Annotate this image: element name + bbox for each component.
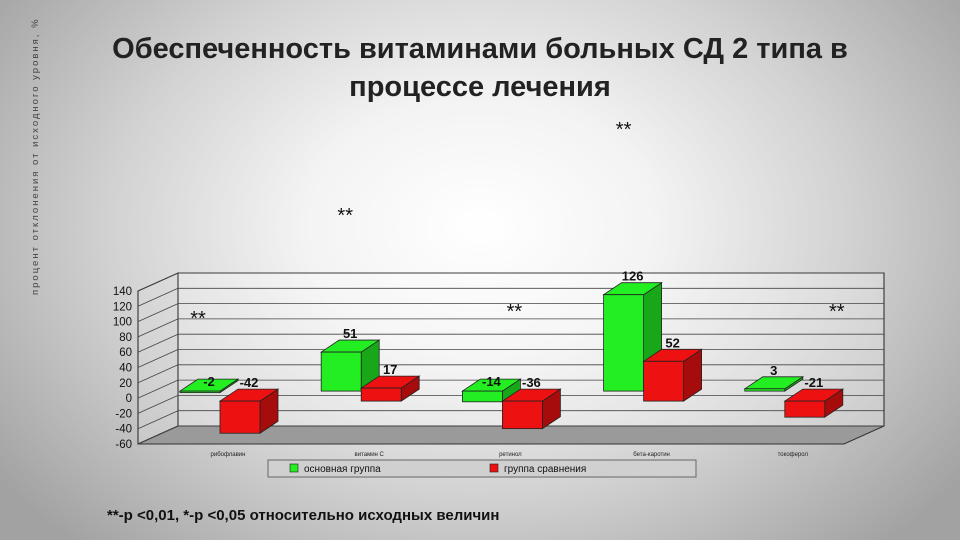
bar-front <box>320 351 362 392</box>
y-tick-labels: 140 120 100 80 60 40 20 0 -20 -40 -60 <box>113 286 132 451</box>
data-label: -42 <box>240 375 259 390</box>
x-tick-label: рибофлавин <box>211 452 246 458</box>
y-tick-label: 120 <box>113 301 132 313</box>
bar-comparison-1 <box>218 388 280 434</box>
bar-main-2 <box>319 339 381 392</box>
data-label: -2 <box>203 374 215 389</box>
y-tick-label: -60 <box>115 439 132 451</box>
y-tick-label: 80 <box>119 332 132 344</box>
gridline-side <box>137 318 179 338</box>
y-tick-label: -40 <box>115 424 132 436</box>
gridline-side <box>137 425 179 445</box>
bars <box>178 281 845 434</box>
data-label: 17 <box>383 362 397 377</box>
gridline-side <box>137 364 179 384</box>
significance-mark: ** <box>337 205 353 227</box>
significance-mark: ** <box>507 301 523 323</box>
legend-swatch <box>489 463 499 473</box>
x-tick-label: токоферол <box>778 452 809 458</box>
bar-front <box>179 390 221 394</box>
data-label: 51 <box>343 326 357 341</box>
bar-main-3 <box>461 378 522 403</box>
bar-comparison-2 <box>359 375 421 402</box>
gridline-side <box>137 287 179 307</box>
title-line-2: процессе лечения <box>349 71 611 103</box>
page-title: Обеспеченность витаминами больных СД 2 т… <box>0 30 960 106</box>
data-label: -14 <box>482 374 502 389</box>
bar-main-1 <box>178 378 240 394</box>
title-line-1: Обеспеченность витаминами больных СД 2 т… <box>112 33 848 65</box>
bar-comparison-5 <box>783 388 845 418</box>
significance-mark: ** <box>616 119 632 141</box>
gridline-side <box>137 410 179 430</box>
gridline-side <box>137 303 179 322</box>
gridline-side <box>137 333 179 353</box>
bar-comparison-3 <box>501 388 562 430</box>
legend-swatch <box>289 463 299 473</box>
bar-front <box>501 400 543 430</box>
data-label: 126 <box>622 269 644 284</box>
significance-mark: ** <box>829 301 845 323</box>
gridline-side <box>137 272 179 292</box>
bar-front <box>643 360 684 402</box>
legend-label: основная группа <box>304 464 381 475</box>
x-tick-labels: рибофлавин витамин С ретинол бета-каротин то… <box>211 452 809 458</box>
x-tick-label: ретинол <box>499 452 522 458</box>
bar-front <box>219 400 261 434</box>
data-label: -36 <box>522 375 541 390</box>
y-tick-label: 20 <box>119 378 132 390</box>
significance-mark: ** <box>190 308 206 330</box>
bar-comparison-4 <box>642 348 703 402</box>
footnote: **-р <0,01, *-р <0,05 относительно исход… <box>107 507 500 524</box>
y-tick-label: 140 <box>113 286 132 298</box>
y-tick-label: 0 <box>126 393 132 405</box>
gridline-side <box>137 379 179 399</box>
bar-main-5 <box>743 376 805 392</box>
data-label: 3 <box>770 363 777 378</box>
legend-box <box>267 459 697 478</box>
y-tick-label: 60 <box>119 347 132 359</box>
y-tick-label: 40 <box>119 363 132 375</box>
x-tick-label: бета-каротин <box>633 452 670 458</box>
legend-label: группа сравнения <box>504 464 586 475</box>
y-tick-label: -20 <box>115 408 132 420</box>
bar-front <box>603 294 644 392</box>
significance-annotations: ** ** ** ** ** <box>190 119 845 330</box>
legend: основная группа группа сравнения <box>267 459 697 478</box>
bar-front <box>461 390 503 403</box>
data-label: 52 <box>665 335 679 350</box>
bar-front <box>744 388 786 392</box>
bar-front <box>360 387 402 402</box>
data-labels: -2 -42 51 17 -14 -36 126 52 3 -21 <box>203 269 823 390</box>
gridline-side <box>137 349 179 368</box>
gridline-side <box>137 395 179 414</box>
x-tick-label: витамин С <box>355 452 385 458</box>
data-label: -21 <box>804 375 823 390</box>
y-tick-label: 100 <box>113 317 132 329</box>
bar-front <box>784 400 826 418</box>
